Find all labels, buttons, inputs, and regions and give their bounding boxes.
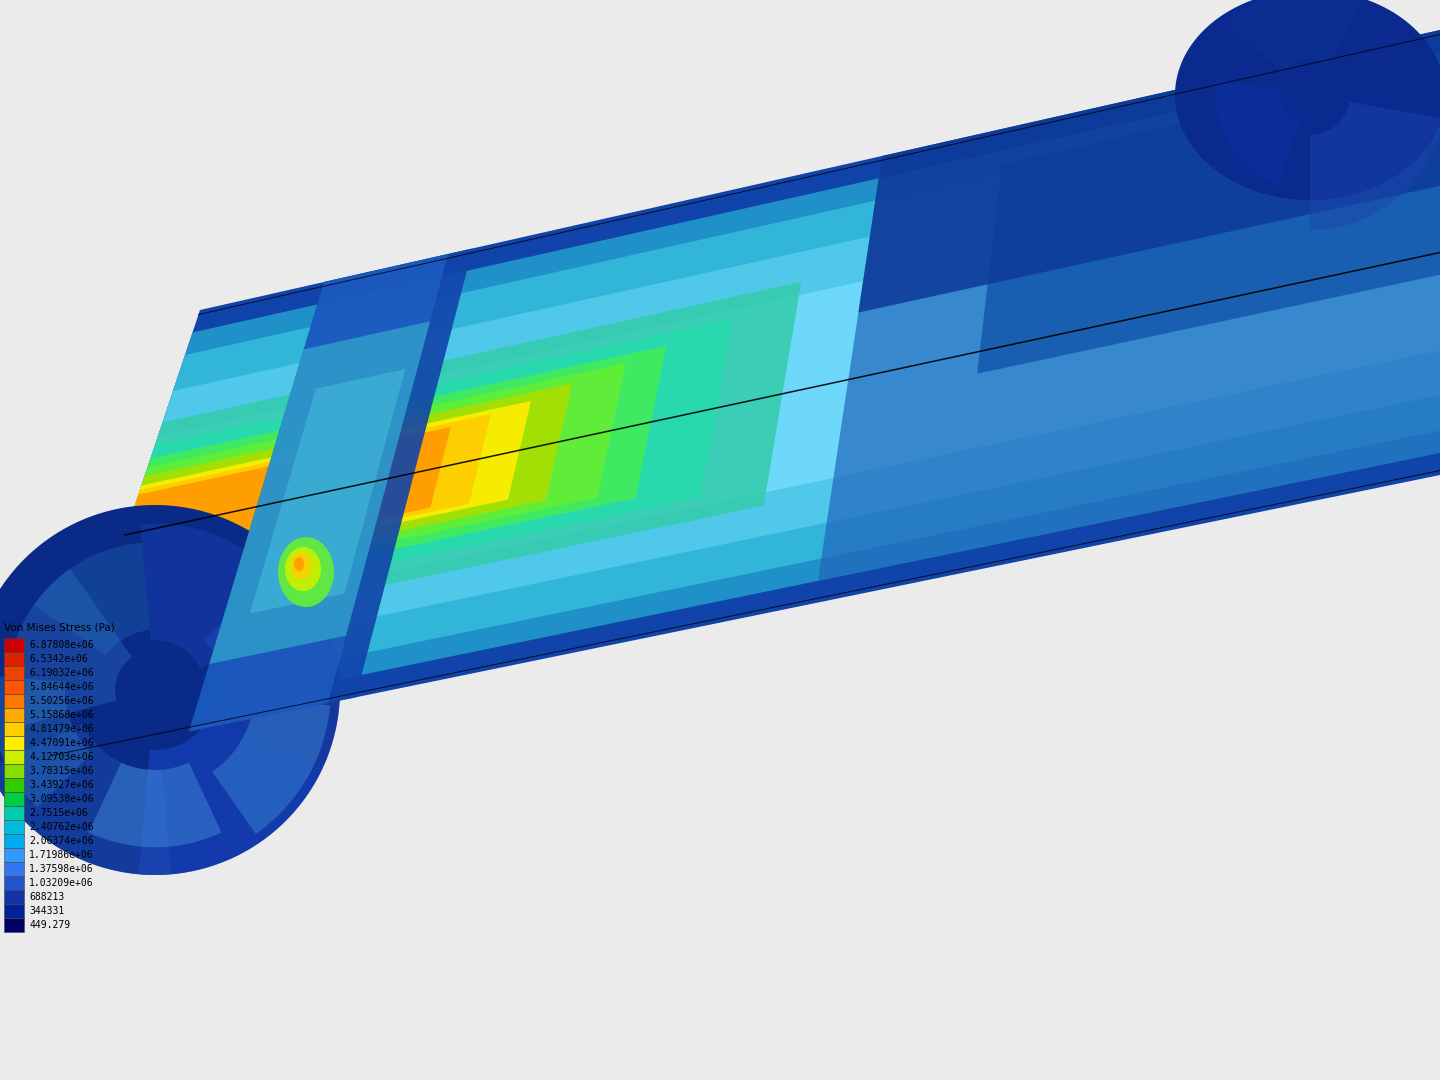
Polygon shape xyxy=(818,52,1440,581)
Polygon shape xyxy=(1227,0,1364,72)
Polygon shape xyxy=(33,542,150,656)
Bar xyxy=(4,652,24,666)
Bar xyxy=(4,890,24,904)
Polygon shape xyxy=(7,569,132,728)
Polygon shape xyxy=(0,675,91,808)
Bar xyxy=(4,918,24,932)
Polygon shape xyxy=(0,724,171,875)
Text: 4.47091e+06: 4.47091e+06 xyxy=(29,738,94,748)
Text: 344331: 344331 xyxy=(29,906,65,916)
Polygon shape xyxy=(92,154,1440,634)
Bar xyxy=(4,694,24,708)
Polygon shape xyxy=(1310,102,1440,230)
Polygon shape xyxy=(108,401,531,584)
Polygon shape xyxy=(204,559,340,768)
Text: 5.50256e+06: 5.50256e+06 xyxy=(29,696,94,706)
Polygon shape xyxy=(278,537,334,607)
Text: 5.84644e+06: 5.84644e+06 xyxy=(29,681,94,692)
Text: 4.81479e+06: 4.81479e+06 xyxy=(29,724,94,734)
Polygon shape xyxy=(291,553,311,579)
Bar xyxy=(4,680,24,694)
Bar xyxy=(4,778,24,792)
Text: 4.12703e+06: 4.12703e+06 xyxy=(29,752,94,762)
Text: 688213: 688213 xyxy=(29,892,65,902)
Polygon shape xyxy=(102,363,626,603)
Polygon shape xyxy=(50,30,1440,760)
Text: 6.19032e+06: 6.19032e+06 xyxy=(29,669,94,678)
Bar xyxy=(4,876,24,890)
Polygon shape xyxy=(88,762,222,847)
Bar xyxy=(4,862,24,876)
Text: 1.71986e+06: 1.71986e+06 xyxy=(29,850,94,860)
Bar xyxy=(4,708,24,723)
Polygon shape xyxy=(65,75,1440,715)
Polygon shape xyxy=(95,319,733,625)
Text: 449.279: 449.279 xyxy=(29,920,71,930)
Polygon shape xyxy=(88,282,801,648)
Text: 6.87808e+06: 6.87808e+06 xyxy=(29,640,94,650)
Polygon shape xyxy=(0,505,340,875)
Polygon shape xyxy=(189,248,472,731)
Text: 3.78315e+06: 3.78315e+06 xyxy=(29,766,94,777)
Polygon shape xyxy=(99,346,667,611)
Text: 2.7515e+06: 2.7515e+06 xyxy=(29,808,88,818)
Polygon shape xyxy=(141,524,305,669)
Polygon shape xyxy=(294,557,304,571)
Bar xyxy=(4,792,24,806)
Bar xyxy=(4,834,24,848)
Polygon shape xyxy=(109,414,491,580)
Text: 6.5342e+06: 6.5342e+06 xyxy=(29,654,88,664)
Bar xyxy=(4,750,24,764)
Bar xyxy=(4,735,24,750)
Bar xyxy=(4,723,24,735)
Polygon shape xyxy=(189,254,448,731)
Text: 3.43927e+06: 3.43927e+06 xyxy=(29,780,94,789)
Polygon shape xyxy=(978,66,1440,374)
Text: 2.40762e+06: 2.40762e+06 xyxy=(29,822,94,832)
Polygon shape xyxy=(209,322,431,664)
Bar xyxy=(4,764,24,778)
Polygon shape xyxy=(212,699,330,834)
Polygon shape xyxy=(1175,0,1440,200)
Text: 1.37598e+06: 1.37598e+06 xyxy=(29,864,94,874)
Bar xyxy=(4,904,24,918)
Polygon shape xyxy=(76,110,1440,679)
Bar xyxy=(4,820,24,834)
Polygon shape xyxy=(858,30,1440,312)
Bar xyxy=(4,666,24,680)
Bar xyxy=(4,638,24,652)
Polygon shape xyxy=(111,427,451,576)
Polygon shape xyxy=(1215,79,1300,184)
Polygon shape xyxy=(58,52,1440,738)
Polygon shape xyxy=(138,715,323,875)
Polygon shape xyxy=(285,548,321,591)
Polygon shape xyxy=(249,369,405,613)
Text: Von Mises Stress (Pa): Von Mises Stress (Pa) xyxy=(4,622,115,632)
Text: 5.15868e+06: 5.15868e+06 xyxy=(29,710,94,720)
Bar xyxy=(4,806,24,820)
Text: 2.06374e+06: 2.06374e+06 xyxy=(29,836,94,846)
Bar xyxy=(4,848,24,862)
Text: 3.09538e+06: 3.09538e+06 xyxy=(29,794,94,804)
Text: 1.03209e+06: 1.03209e+06 xyxy=(29,878,94,888)
Polygon shape xyxy=(105,383,572,594)
